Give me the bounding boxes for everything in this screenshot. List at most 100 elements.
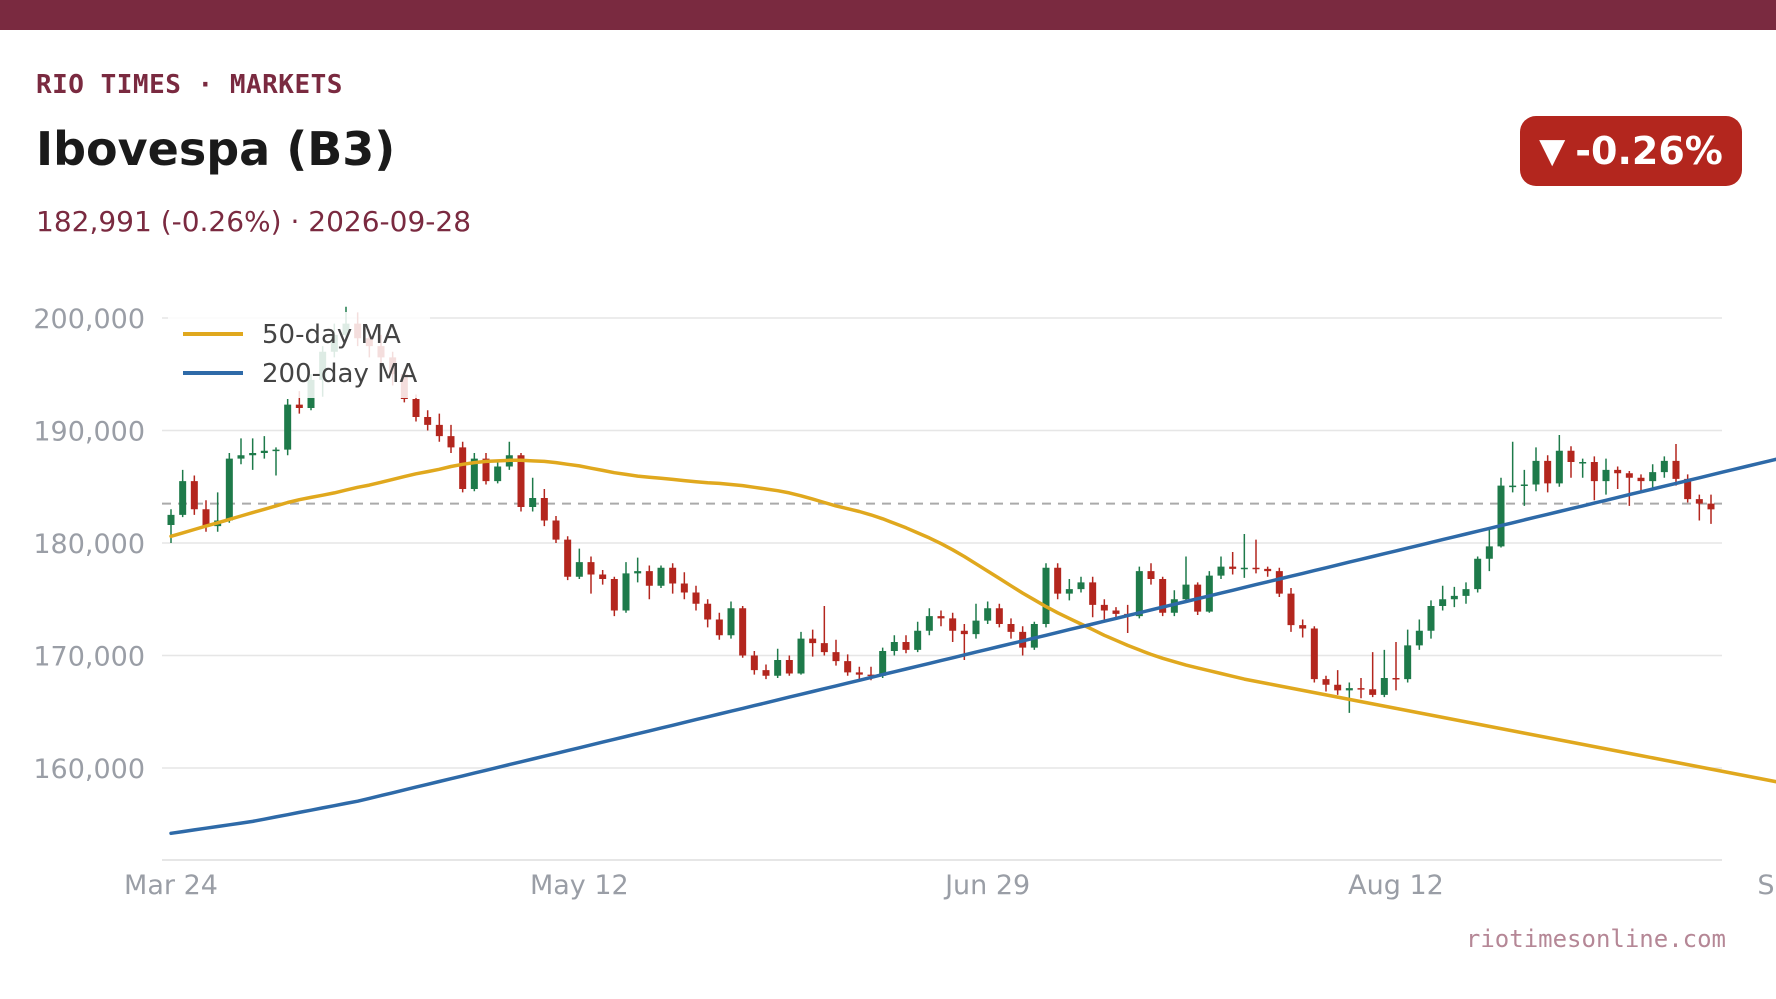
candle-body-up bbox=[260, 450, 268, 453]
candle-body-up bbox=[1077, 582, 1085, 590]
candle-body-down bbox=[1357, 688, 1365, 690]
candle-body-down bbox=[295, 404, 303, 408]
candle-body-down bbox=[937, 616, 945, 619]
candle-body-up bbox=[727, 608, 735, 636]
candle-body-up bbox=[284, 404, 292, 450]
candle-body-up bbox=[1030, 624, 1038, 648]
candle-body-down bbox=[1007, 624, 1015, 632]
candle-body-down bbox=[552, 520, 560, 540]
candle-body-up bbox=[1217, 566, 1225, 576]
top-accent-bar bbox=[0, 0, 1776, 30]
y-tick-label: 200,000 bbox=[33, 304, 145, 335]
candle-body-down bbox=[692, 592, 700, 604]
candle-body-up bbox=[1205, 575, 1213, 612]
candle-body-down bbox=[762, 670, 770, 676]
candle-body-up bbox=[1509, 485, 1517, 488]
candle-body-up bbox=[879, 651, 887, 676]
candle-body-down bbox=[1310, 628, 1318, 680]
candle-body-down bbox=[715, 619, 723, 636]
ma200-line bbox=[169, 457, 1776, 836]
candle-body-up bbox=[167, 514, 175, 525]
candle-body-down bbox=[785, 660, 793, 674]
candle-body-up bbox=[529, 498, 537, 507]
candle-body-down bbox=[1684, 478, 1692, 500]
candle-body-up bbox=[494, 466, 502, 482]
candle-body-up bbox=[972, 620, 980, 635]
legend: 50-day MA 200-day MA bbox=[168, 312, 430, 398]
candle-body-up bbox=[1649, 472, 1657, 482]
candle-body-down bbox=[564, 539, 572, 577]
x-tick-label: May 12 bbox=[530, 870, 629, 901]
candle-body-up bbox=[1135, 571, 1143, 617]
candle-body-up bbox=[225, 458, 233, 521]
candle-body-up bbox=[890, 642, 898, 651]
candle-body-down bbox=[610, 579, 618, 611]
candle-body-up bbox=[984, 608, 992, 621]
candle-body-down bbox=[1159, 579, 1167, 613]
candle-body-up bbox=[575, 562, 583, 577]
candle-body-down bbox=[587, 562, 595, 575]
candle-body-up bbox=[470, 458, 478, 489]
candle-body-up bbox=[1474, 558, 1482, 590]
brand-label: RIO TIMES · MARKETS bbox=[36, 70, 343, 100]
y-tick-label: 160,000 bbox=[33, 754, 145, 785]
candle-body-down bbox=[1369, 689, 1377, 695]
candle-body-up bbox=[249, 453, 257, 456]
candle-body-down bbox=[1567, 450, 1575, 462]
candle-body-down bbox=[1054, 567, 1062, 594]
candle-body-up bbox=[1497, 485, 1505, 547]
change-badge-value: -0.26% bbox=[1575, 129, 1723, 173]
candle-body-up bbox=[1065, 589, 1073, 594]
candle-body-down bbox=[1695, 499, 1703, 504]
y-tick-label: 170,000 bbox=[33, 642, 145, 673]
candle-body-down bbox=[739, 608, 747, 656]
candle-body-down bbox=[995, 608, 1003, 624]
candle-body-up bbox=[1602, 469, 1610, 482]
y-tick-label: 190,000 bbox=[33, 417, 145, 448]
x-tick-label: Aug 12 bbox=[1348, 870, 1444, 901]
candle-body-up bbox=[797, 638, 805, 674]
candle-body-down bbox=[599, 574, 607, 579]
candle-body-down bbox=[809, 638, 817, 644]
candle-body-down bbox=[1590, 462, 1598, 482]
candle-body-down bbox=[1672, 460, 1680, 479]
candle-body-down bbox=[459, 447, 467, 489]
candle-body-down bbox=[1147, 571, 1155, 579]
candle-body-up bbox=[1439, 599, 1447, 606]
candle-body-down bbox=[1392, 678, 1400, 680]
down-arrow-icon: ▼ bbox=[1539, 131, 1566, 171]
candle-body-up bbox=[1462, 589, 1470, 596]
candle-body-down bbox=[844, 661, 852, 673]
x-tick-label: Mar 24 bbox=[124, 870, 218, 901]
change-badge: ▼ -0.26% bbox=[1520, 116, 1742, 186]
x-tick-label: Sep 28 bbox=[1757, 870, 1776, 901]
candle-body-down bbox=[1264, 568, 1272, 572]
candle-body-up bbox=[1660, 460, 1668, 473]
candle-body-up bbox=[1427, 606, 1435, 631]
candle-body-down bbox=[1625, 473, 1633, 478]
candle-body-down bbox=[820, 643, 828, 653]
candle-body-up bbox=[179, 481, 187, 515]
candle-body-down bbox=[482, 458, 490, 482]
chart-title: Ibovespa (B3) bbox=[36, 122, 396, 176]
candle-body-up bbox=[774, 660, 782, 676]
candle-body-up bbox=[1404, 645, 1412, 680]
candle-body-up bbox=[914, 630, 922, 650]
candle-body-down bbox=[669, 567, 677, 584]
candle-body-down bbox=[1334, 684, 1342, 691]
candle-body-down bbox=[1089, 582, 1097, 605]
candle-body-up bbox=[1579, 462, 1587, 464]
x-tick-label: Jun 29 bbox=[943, 870, 1030, 901]
y-tick-label: 180,000 bbox=[33, 529, 145, 560]
legend-label: 50-day MA bbox=[262, 320, 401, 350]
candle-body-down bbox=[1287, 593, 1295, 626]
candle-body-up bbox=[622, 573, 630, 611]
candle-body-down bbox=[855, 672, 863, 675]
candle-body-down bbox=[1614, 469, 1622, 474]
candle-body-down bbox=[435, 424, 443, 437]
candle-body-down bbox=[680, 583, 688, 593]
candle-body-down bbox=[704, 603, 712, 620]
candle-body-down bbox=[645, 571, 653, 586]
candle-body-down bbox=[540, 498, 548, 521]
candle-body-down bbox=[1100, 604, 1108, 611]
